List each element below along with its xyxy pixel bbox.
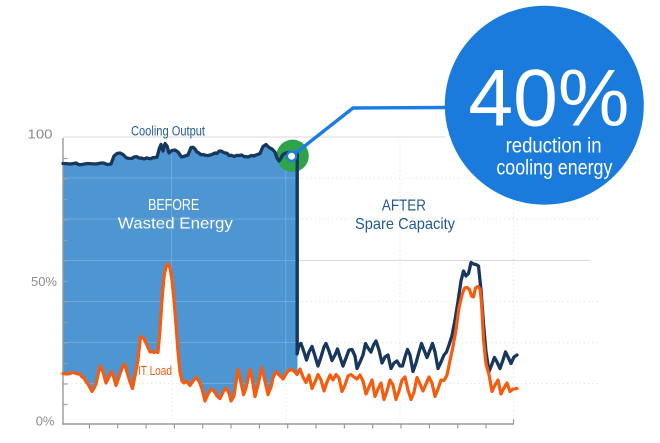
svg-text:Wasted Energy: Wasted Energy — [118, 216, 233, 233]
svg-text:cooling energy: cooling energy — [496, 157, 612, 180]
svg-text:Spare Capacity: Spare Capacity — [355, 216, 455, 233]
svg-text:BEFORE: BEFORE — [148, 197, 199, 214]
svg-text:0%: 0% — [36, 414, 55, 429]
svg-text:40%: 40% — [468, 54, 629, 144]
svg-text:AFTER: AFTER — [382, 198, 426, 215]
svg-text:50%: 50% — [31, 274, 57, 289]
svg-text:IT Load: IT Load — [138, 364, 172, 378]
svg-text:Cooling Output: Cooling Output — [131, 124, 205, 139]
svg-text:100: 100 — [28, 127, 53, 142]
svg-text:reduction in: reduction in — [506, 135, 602, 158]
